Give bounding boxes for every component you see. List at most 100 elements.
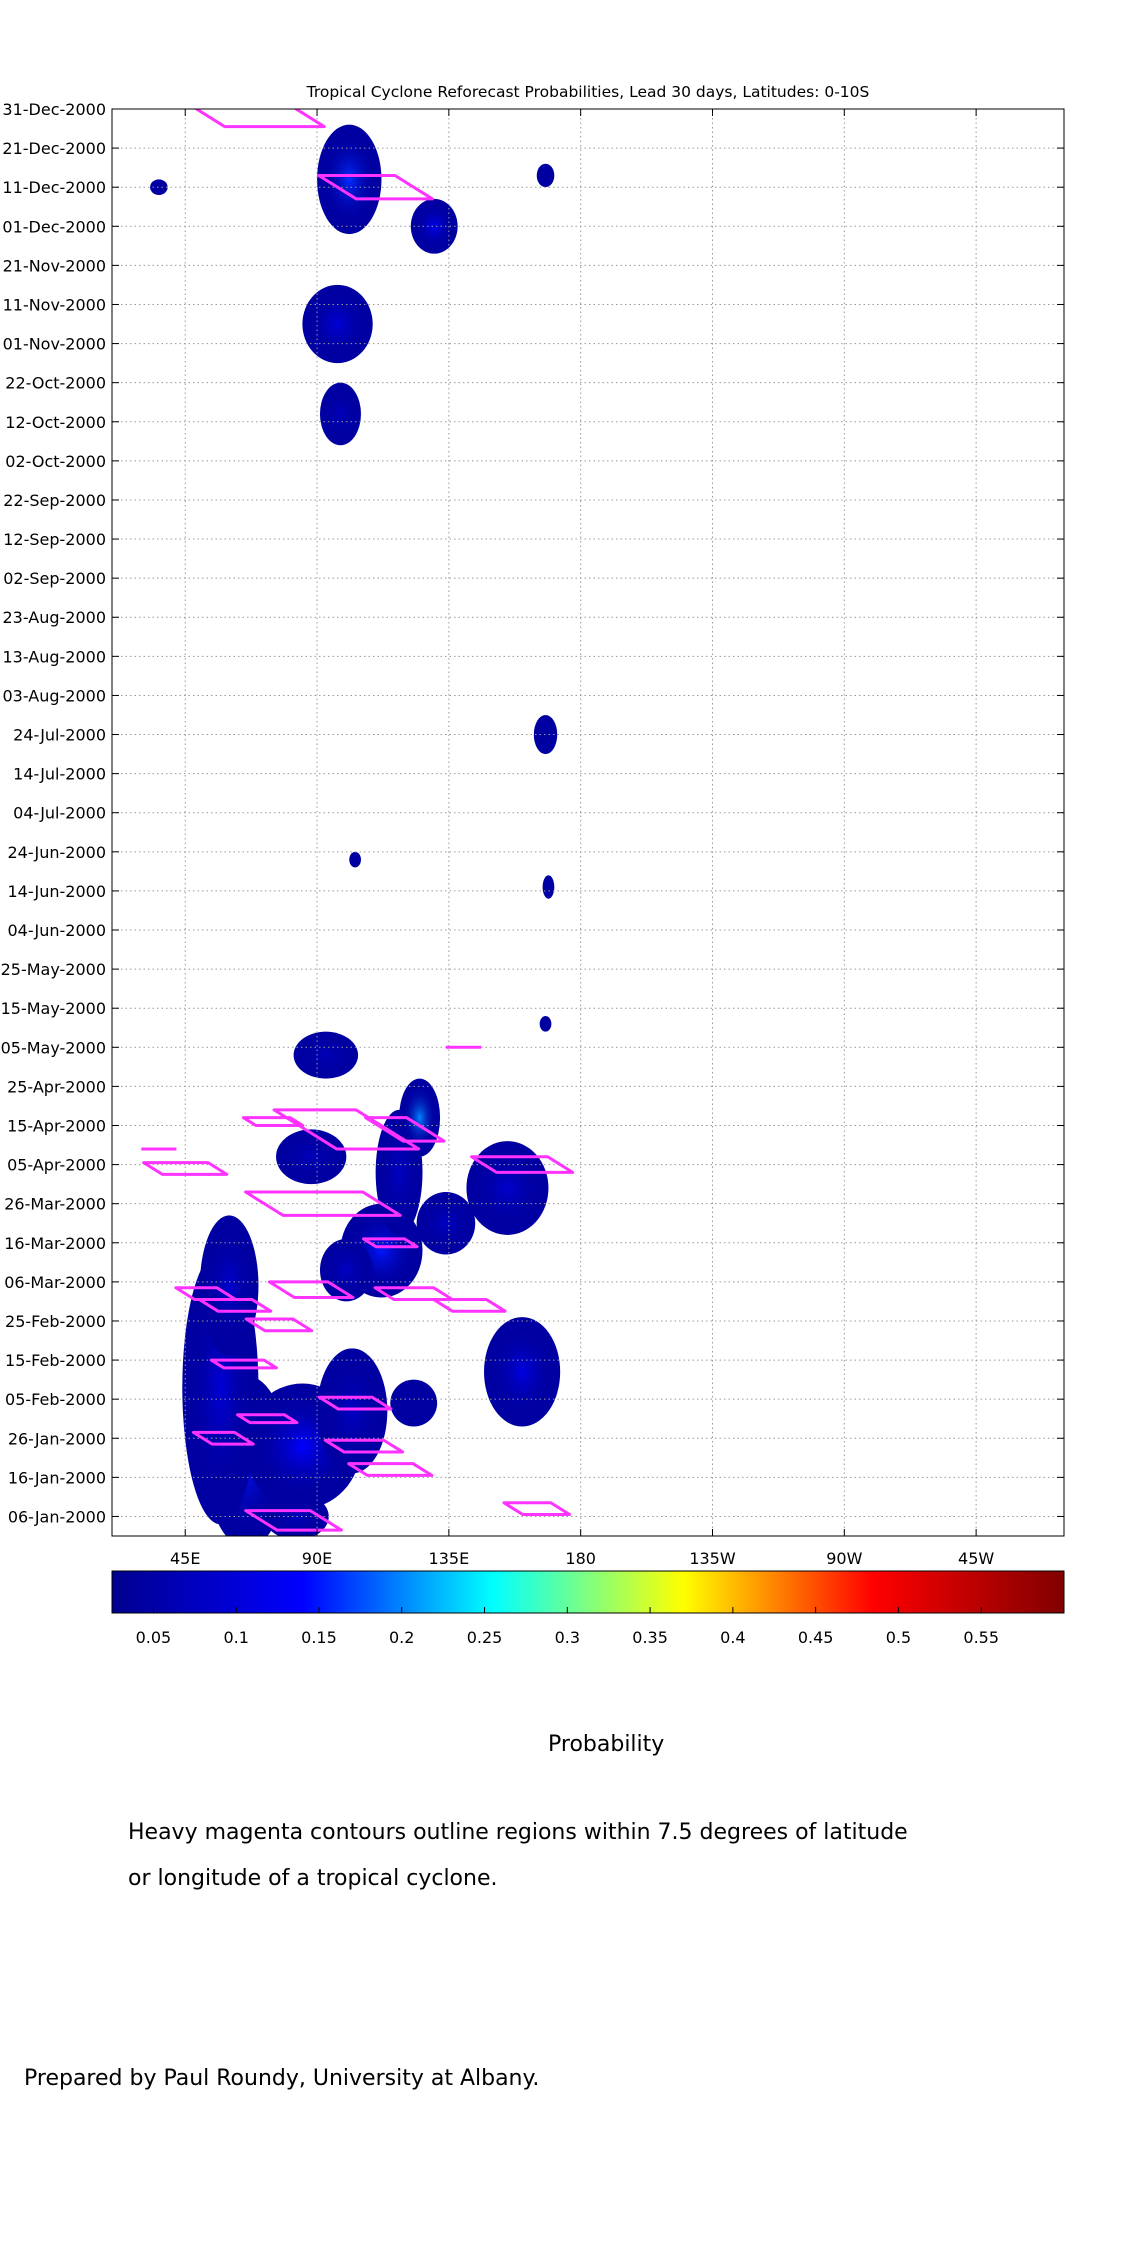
cyclone-contour [317,173,434,201]
cyclone-contour [193,109,326,129]
y-tick-label: 12-Oct-2000 [5,413,106,432]
x-tick-label: 135W [689,1549,736,1568]
colorbar-tick-label: 0.35 [632,1628,668,1647]
y-tick-label: 21-Nov-2000 [3,256,106,275]
cyclone-contour [244,1190,402,1217]
cyclone-contour [323,1438,405,1454]
x-tick-label: 90W [826,1549,862,1568]
y-tick-label: 13-Aug-2000 [2,647,106,666]
y-tick-label: 11-Dec-2000 [2,178,106,197]
y-tick-label: 22-Oct-2000 [5,374,106,393]
probability-region [150,179,168,196]
y-tick-label: 16-Jan-2000 [8,1468,106,1487]
cyclone-contour [432,1297,507,1313]
probability-peak [474,1150,541,1226]
y-tick-label: 15-May-2000 [1,999,106,1018]
y-tick-label: 14-Jul-2000 [13,765,106,784]
colorbar-tick-label: 0.3 [555,1628,580,1647]
y-tick-label: 16-Mar-2000 [4,1234,106,1253]
y-tick-label: 24-Jun-2000 [7,843,106,862]
probability-peak [325,1245,368,1296]
probability-region [390,1379,438,1427]
x-tick-label: 45E [170,1549,200,1568]
probability-peak [205,1229,253,1343]
cyclone-contour [241,1116,305,1127]
y-tick-label: 21-Dec-2000 [2,139,106,158]
colorbar-tick-label: 0.05 [136,1628,172,1647]
plot-frame [111,108,1065,1537]
plot-background [112,109,1064,1536]
y-tick-label: 24-Jul-2000 [13,726,106,745]
probability-peak [300,1036,352,1074]
y-tick-label: 25-May-2000 [1,960,106,979]
y-tick-label: 26-Jan-2000 [8,1429,106,1448]
y-tick-label: 03-Aug-2000 [2,686,106,705]
probability-region [539,1016,552,1032]
y-tick-label: 04-Jul-2000 [13,804,106,823]
colorbar-tick-label: 0.5 [886,1628,911,1647]
probability-peak [323,135,376,224]
cyclone-contour [197,1297,273,1313]
probability-peak [324,1360,381,1461]
y-axis: 31-Dec-2000 21-Dec-2000 11-Dec-2000 01-Dec-… [1,100,1064,1526]
y-tick-label: 02-Oct-2000 [5,452,106,471]
y-tick-label: 06-Jan-2000 [8,1507,106,1526]
cyclone-contour [362,1237,419,1249]
y-tick-label: 15-Apr-2000 [7,1116,106,1135]
colorbar-tick-label: 0.25 [467,1628,503,1647]
cyclone-contour [142,1161,229,1176]
y-tick-label: 11-Nov-2000 [3,295,106,314]
y-tick-label: 05-May-2000 [1,1038,106,1057]
probability-region [542,875,555,899]
colorbar-tick-label: 0.55 [963,1628,999,1647]
credit: Prepared by Paul Roundy, University at A… [24,2066,540,2091]
cyclone-contour [236,1413,299,1425]
y-tick-label: 25-Apr-2000 [7,1077,106,1096]
probability-peak [309,292,366,356]
y-tick-label: 15-Feb-2000 [5,1351,106,1370]
note-line-1: Heavy magenta contours outline regions w… [128,1820,908,1845]
cyclone-contour [244,1509,343,1532]
y-tick-label: 25-Feb-2000 [5,1312,106,1331]
probability-region [536,163,555,188]
probability-peak [491,1328,553,1416]
y-tick-label: 26-Mar-2000 [4,1195,106,1214]
y-tick-label: 02-Sep-2000 [3,569,106,588]
probability-region [349,851,361,868]
cyclone-contour [244,1317,314,1333]
y-tick-label: 14-Jun-2000 [7,882,106,901]
y-tick-label: 01-Nov-2000 [3,335,106,354]
cyclone-contour [317,1395,393,1411]
x-tick-label: 180 [565,1549,596,1568]
cyclone-contours [141,109,575,1532]
y-tick-label: 31-Dec-2000 [2,100,106,119]
probability-peak [403,1086,436,1149]
probability-peak [415,204,453,249]
cyclone-contour [272,1108,421,1151]
x-tick-label: 135E [429,1549,470,1568]
probability-peak [422,1198,470,1249]
colorbar [111,1570,1065,1614]
probability-peak [324,388,357,439]
cyclone-contour [364,1116,446,1143]
cyclone-contour [267,1280,355,1300]
y-tick-label: 05-Apr-2000 [7,1156,106,1175]
cyclone-contour [347,1462,434,1477]
cyclone-contour [470,1155,575,1174]
colorbar-tick-label: 0.2 [389,1628,414,1647]
colorbar-ticks: 0.05 0.1 0.15 0.2 0.25 0.3 0.35 0.4 0.45 0.5 0.55 [136,1607,999,1647]
y-tick-label: 01-Dec-2000 [2,217,106,236]
y-tick-label: 05-Feb-2000 [5,1390,106,1409]
colorbar-tick-label: 0.4 [720,1628,745,1647]
y-tick-label: 06-Mar-2000 [4,1273,106,1292]
cyclone-contour [502,1501,572,1516]
y-tick-label: 22-Sep-2000 [3,491,106,510]
cyclone-contour [209,1358,278,1370]
colorbar-tick-label: 0.45 [798,1628,834,1647]
y-tick-label: 12-Sep-2000 [3,530,106,549]
colorbar-label: Probability [548,1732,665,1757]
colorbar-tick-label: 0.1 [223,1628,248,1647]
note-line-2: or longitude of a tropical cyclone. [128,1866,498,1891]
probability-region [533,714,558,755]
cyclone-contour [191,1430,255,1446]
